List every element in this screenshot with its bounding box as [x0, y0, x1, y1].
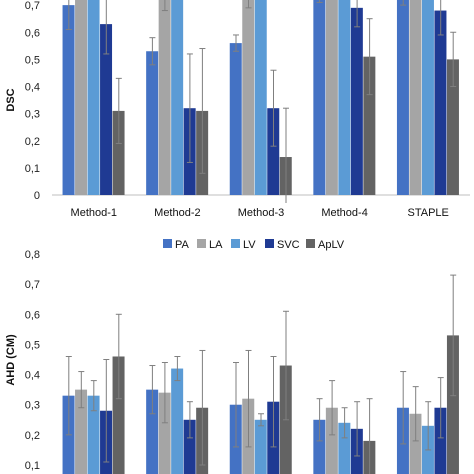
bar-lv — [421, 0, 434, 195]
y-tick-label: 0,3 — [25, 400, 40, 412]
bar-la — [409, 413, 422, 474]
legend-swatch — [265, 239, 274, 248]
bar-lv — [254, 419, 267, 474]
bar-aplv — [112, 356, 125, 474]
x-tick-label: Method-4 — [321, 207, 367, 219]
y-tick-label: 0,8 — [25, 249, 40, 261]
bar-svc — [434, 407, 447, 474]
y-axis-label: DSC — [5, 88, 17, 111]
y-tick-label: 0 — [34, 190, 40, 202]
bar-la — [75, 389, 88, 474]
y-axis-label: AHD (CM) — [5, 334, 17, 386]
dsc-chart: 0 0,1 0,2 0,3 0,4 0,5 0,6 0,7 DSC Method-1 Method-… — [5, 0, 470, 219]
bar-la — [158, 392, 171, 474]
bar-pa — [229, 43, 242, 195]
bar-la — [325, 407, 338, 474]
bar-aplv — [446, 59, 459, 195]
bar-pa — [313, 419, 326, 474]
bar-la — [242, 0, 255, 195]
ahd-chart: 0,1 0,2 0,3 0,4 0,5 0,6 0,7 0,8 AHD (CM) PA LA LV SV… — [5, 239, 459, 474]
y-tick-label: 0,2 — [25, 430, 40, 442]
bar-pa — [396, 0, 409, 196]
bar-lv — [254, 0, 267, 195]
legend-swatch — [163, 239, 172, 248]
bar-pa — [313, 0, 326, 195]
legend-swatch — [231, 239, 240, 248]
y-tick-label: 0,5 — [25, 54, 40, 66]
x-tick-label: Method-3 — [238, 207, 284, 219]
legend-label: ApLV — [318, 239, 345, 251]
x-tick-label: Method-2 — [154, 207, 200, 219]
bar-svc — [434, 10, 447, 195]
bar-lv — [87, 0, 100, 195]
bar-svc — [267, 108, 280, 195]
legend-label: SVC — [277, 239, 300, 251]
legend-label: LV — [243, 239, 256, 251]
bar-aplv — [112, 110, 125, 195]
y-tick-label: 0,3 — [25, 109, 40, 121]
y-tick-label: 0,5 — [25, 339, 40, 351]
bar-lv — [171, 0, 184, 196]
y-tick-label: 0,6 — [25, 309, 40, 321]
bars — [62, 274, 459, 474]
y-tick-label: 0,6 — [25, 27, 40, 39]
y-tick-label: 0,4 — [25, 370, 40, 382]
bar-aplv — [363, 56, 376, 195]
x-tick-label: Method-1 — [71, 207, 117, 219]
bar-lv — [171, 368, 184, 474]
legend-swatch — [306, 239, 315, 248]
y-tick-label: 0,2 — [25, 136, 40, 148]
y-tick-label: 0,7 — [25, 0, 40, 12]
bar-svc — [350, 7, 363, 196]
bar-pa — [146, 389, 159, 474]
bar-lv — [87, 395, 100, 474]
legend-label: LA — [209, 239, 223, 251]
y-tick-label: 0,4 — [25, 82, 40, 94]
bar-la — [409, 0, 422, 196]
bar-aplv — [446, 335, 459, 474]
x-tick-label: STAPLE — [408, 207, 449, 219]
bar-lv — [338, 0, 351, 195]
bar-pa — [62, 5, 75, 195]
legend-swatch — [197, 239, 206, 248]
y-tick-label: 0,7 — [25, 279, 40, 291]
y-tick-label: 0,1 — [25, 460, 40, 472]
bar-svc — [183, 419, 196, 474]
bar-la — [158, 0, 171, 195]
bars — [62, 0, 459, 203]
bar-la — [75, 0, 88, 195]
bar-lv — [338, 422, 351, 474]
legend-label: PA — [175, 239, 190, 251]
y-tick-label: 0,1 — [25, 163, 40, 175]
bar-svc — [100, 24, 113, 195]
bar-pa — [146, 51, 159, 195]
bar-la — [325, 0, 338, 195]
